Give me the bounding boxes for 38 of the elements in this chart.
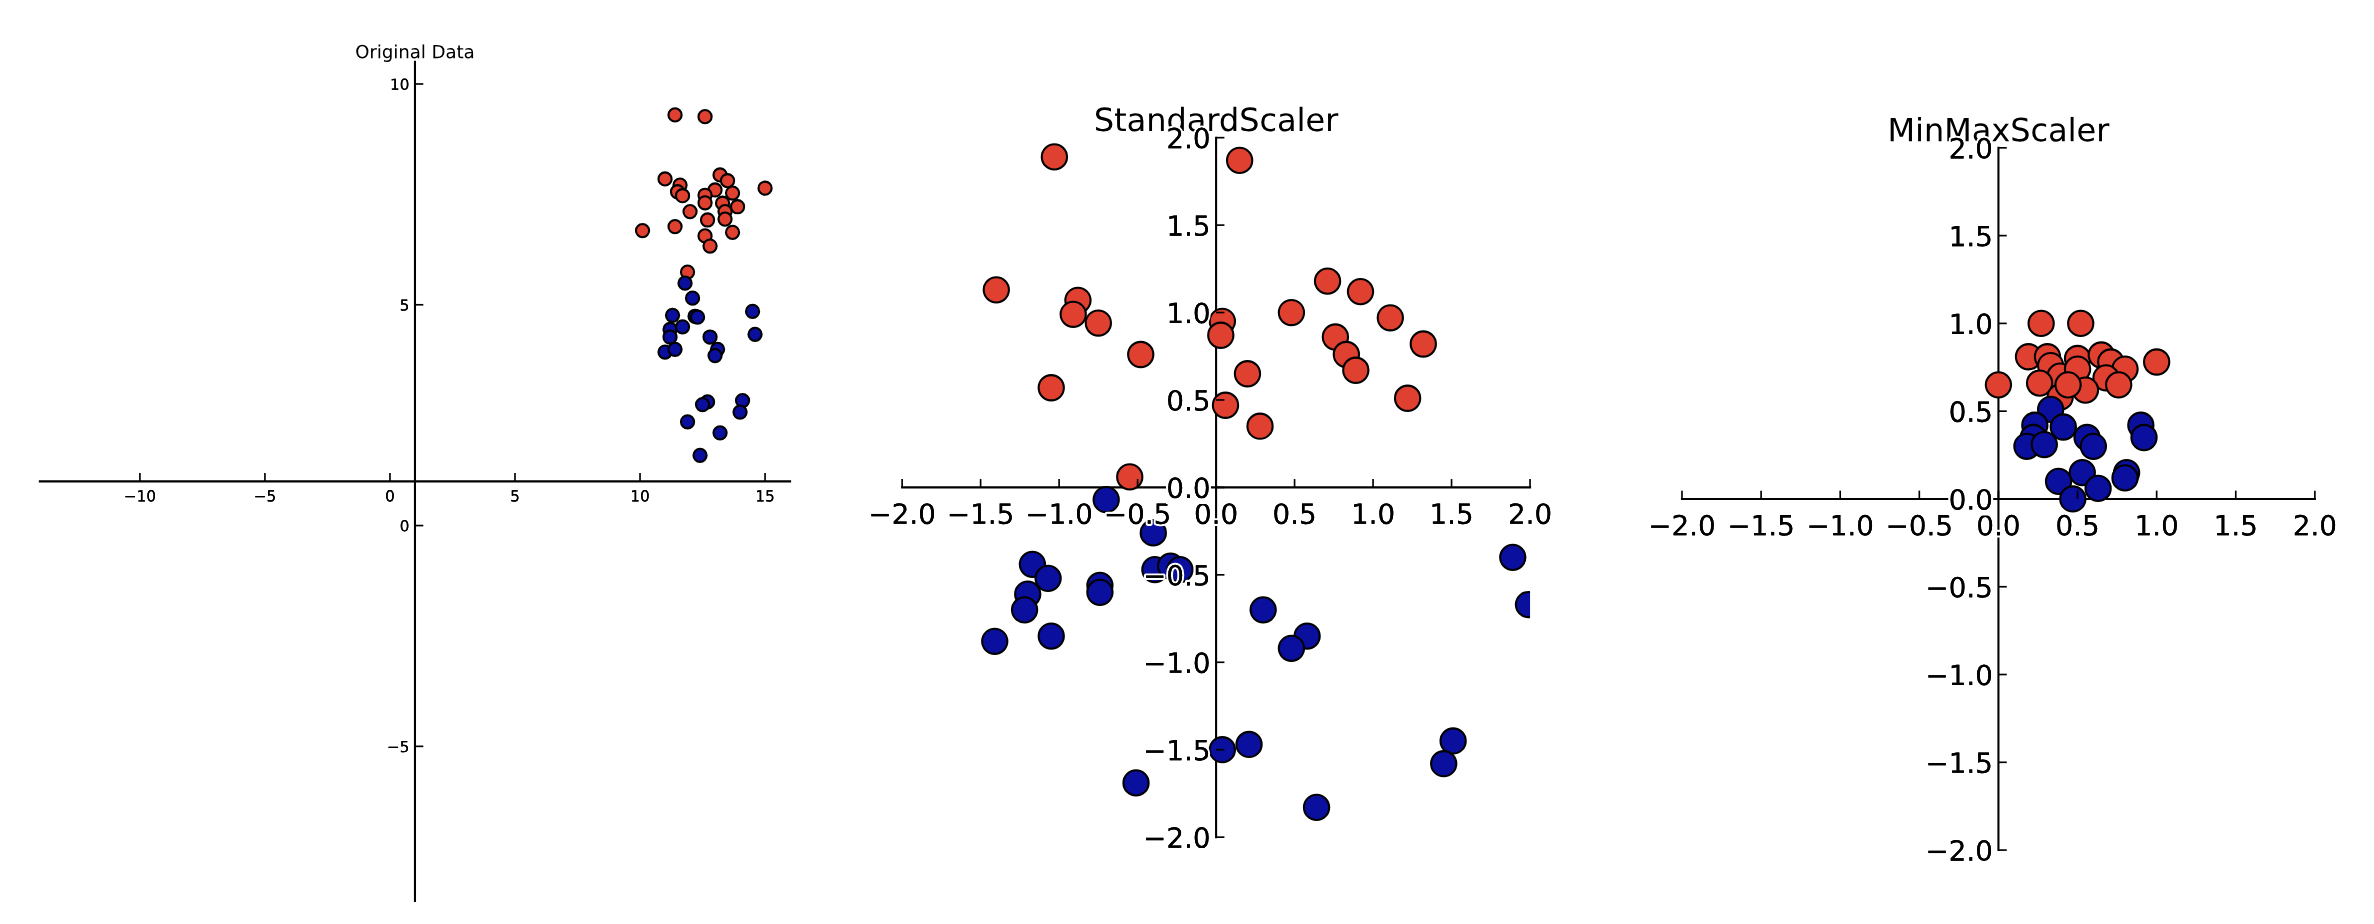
x-tick-label: 2.0 [1509, 503, 1551, 525]
x-tick-label: −0.5 [1888, 514, 1951, 536]
y-tick-label: −5 [388, 741, 409, 753]
x-tick-label: −10 [125, 490, 156, 502]
x-tick-label: 1.0 [1354, 503, 1394, 525]
x-tick-label: 1.5 [2216, 515, 2256, 536]
x-tick-label: 0.5 [2057, 514, 2098, 536]
y-tick-label: 5 [400, 299, 409, 311]
x-tick-label: 1.5 [1432, 503, 1472, 525]
y-tick-label: 1.5 [1951, 225, 1991, 247]
x-tick-label: 5 [511, 490, 519, 502]
x-tick-label: −2.0 [1651, 514, 1714, 536]
y-tick-label: 1.0 [1169, 302, 1209, 324]
y-tick-label: 10 [391, 78, 409, 91]
x-tick-label: 15 [757, 490, 774, 502]
y-tick-label: 1.5 [1169, 215, 1209, 237]
y-tick-label: −1.0 [1146, 652, 1209, 674]
x-tick-label: 0.5 [1274, 503, 1315, 525]
x-tick-label: −2.0 [871, 503, 934, 525]
y-tick-label: 0.5 [1168, 389, 1209, 411]
x-tick-label: −0.5 [1106, 503, 1169, 525]
chart-title: Original Data [356, 44, 474, 62]
x-tick-label: 1.0 [2137, 514, 2177, 536]
y-tick-label: −2.0 [1928, 840, 1992, 862]
y-tick-label: −1.5 [1146, 740, 1209, 761]
x-tick-label: 2.0 [2294, 514, 2336, 536]
y-tick-label: 1.0 [1951, 313, 1992, 335]
x-tick-label: −1.5 [1730, 515, 1793, 536]
x-tick-label: −1.0 [1809, 514, 1873, 536]
y-tick-label: −2.0 [1146, 827, 1209, 849]
x-tick-label: −1.5 [949, 503, 1012, 525]
y-tick-label: −1.0 [1928, 664, 1992, 686]
y-tick-label: −1.5 [1928, 752, 1991, 774]
x-tick-label: 10 [631, 490, 649, 502]
y-tick-label: 0.5 [1950, 401, 1991, 423]
y-tick-label: −0.5 [1928, 576, 1991, 598]
x-tick-label: −1.0 [1028, 503, 1091, 525]
x-tick-label: −5 [255, 490, 275, 502]
